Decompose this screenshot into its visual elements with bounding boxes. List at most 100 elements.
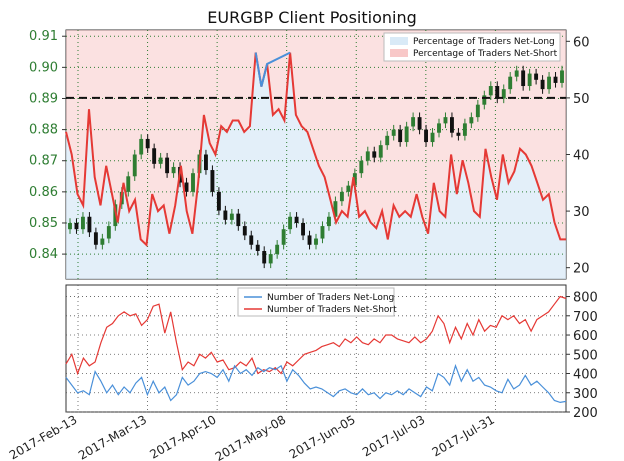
candle-body [508, 76, 513, 90]
lower-tick-label: 200 [573, 406, 598, 421]
candle-body [365, 151, 370, 161]
left-tick-label: 0.90 [29, 60, 58, 75]
candle-body [449, 117, 454, 133]
upper-panel: 0.84 0.85 0.86 0.87 0.88 0.89 0.90 0.91 20 30 40 5… [29, 29, 590, 280]
candle-body [294, 216, 299, 223]
net-short-percentage-line [65, 52, 566, 248]
candle-body [398, 129, 403, 143]
candle-body [430, 132, 435, 143]
candle-body [229, 213, 234, 220]
legend-label-net-short: Percentage of Traders Net-Short [413, 49, 558, 59]
candle-body [223, 210, 228, 220]
right-tick-label: 50 [573, 92, 590, 107]
candle-body [339, 191, 344, 202]
net-long-percentage-line [254, 51, 291, 87]
left-tick-label: 0.88 [29, 123, 58, 138]
lower-panel: 200 300 400 500 600 700 800 Number of Traders … [65, 284, 598, 421]
lower-axis-ticks: 200 300 400 500 600 700 800 [566, 291, 598, 421]
candle-body [553, 76, 558, 83]
lower-tick-label: 800 [573, 291, 598, 306]
candle-body [456, 132, 461, 136]
candle-body [333, 201, 338, 217]
lower-tick-label: 600 [573, 329, 598, 344]
left-axis-ticks: 0.84 0.85 0.86 0.87 0.88 0.89 0.90 0.91 [29, 29, 66, 262]
left-tick-label: 0.89 [29, 91, 58, 106]
candle-body [100, 238, 105, 245]
candle-body [320, 226, 325, 239]
candle-body [80, 216, 85, 230]
left-tick-label: 0.86 [29, 185, 58, 200]
upper-legend: Percentage of Traders Net-Long Percentag… [383, 32, 561, 62]
candle-body [488, 86, 493, 96]
candle-body [514, 70, 519, 77]
candle-body [74, 222, 79, 230]
candle-body [68, 222, 72, 230]
candle-body [372, 151, 377, 158]
lower-legend: Number of Traders Net-Long Number of Tra… [237, 287, 397, 317]
date-tick-label: 2017-May-08 [213, 412, 288, 461]
candle-body [475, 104, 480, 118]
candle-body [495, 86, 500, 99]
candle-body [87, 216, 92, 233]
date-tick-label: 2017-Mar-13 [76, 412, 149, 461]
left-tick-label: 0.87 [29, 154, 58, 169]
positioning-fills [66, 30, 566, 279]
candle-body [262, 250, 267, 264]
candle-body [126, 176, 131, 192]
candle-body [314, 238, 318, 245]
candle-body [560, 70, 564, 83]
candle-body [158, 157, 163, 164]
date-axis-ticks: 2017-Feb-132017-Mar-132017-Apr-102017-Ma… [7, 412, 497, 461]
lower-grid [66, 285, 566, 413]
candle-body [255, 244, 260, 251]
legend-label-net-long: Percentage of Traders Net-Long [413, 37, 555, 47]
candle-body [378, 145, 383, 158]
candle-body [132, 154, 137, 177]
net-long-area [66, 52, 566, 279]
lower-tick-label: 700 [573, 310, 598, 325]
date-tick-label: 2017-Feb-13 [7, 412, 80, 461]
candle-body [391, 129, 396, 136]
legend-label-net-long-count: Number of Traders Net-Long [267, 293, 394, 303]
candle-body [352, 173, 357, 186]
candle-body [171, 166, 176, 174]
candle-body [326, 216, 331, 227]
upper-legend-box [383, 32, 561, 62]
candle-body [242, 226, 247, 236]
left-tick-label: 0.85 [29, 216, 58, 231]
candle-body [534, 73, 539, 80]
legend-swatch-net-short [390, 49, 408, 57]
candle-body [275, 244, 280, 255]
lower-tick-label: 500 [573, 348, 598, 363]
right-tick-label: 30 [573, 205, 590, 220]
candle-body [106, 226, 111, 239]
candle-body [469, 117, 474, 124]
candle-body [191, 173, 195, 192]
date-tick-label: 2017-Jun-05 [287, 412, 358, 461]
candle-body [437, 123, 441, 133]
date-tick-label: 2017-Apr-10 [147, 412, 218, 461]
lower-tick-label: 300 [573, 387, 598, 402]
candle-body [443, 117, 448, 124]
candle-body [307, 235, 312, 245]
date-tick-label: 2017-Jul-03 [360, 412, 427, 459]
right-tick-label: 40 [573, 149, 590, 164]
left-tick-label: 0.84 [29, 247, 58, 262]
net-long-count-line [65, 363, 567, 404]
candle-body [145, 138, 150, 149]
candle-body [540, 79, 545, 90]
candle-body [165, 157, 170, 174]
candle-body [301, 222, 306, 236]
right-axis-ticks: 20 30 40 50 60 [566, 35, 590, 277]
candle-body [216, 191, 221, 211]
candle-body [184, 182, 189, 192]
candle-body [152, 148, 157, 164]
candle-body [236, 213, 241, 227]
candle-body [411, 117, 416, 127]
net-short-count-line [65, 295, 567, 376]
candle-body [346, 185, 351, 192]
candle-body [482, 95, 487, 105]
candle-body [521, 70, 526, 87]
candle-body [527, 73, 532, 87]
